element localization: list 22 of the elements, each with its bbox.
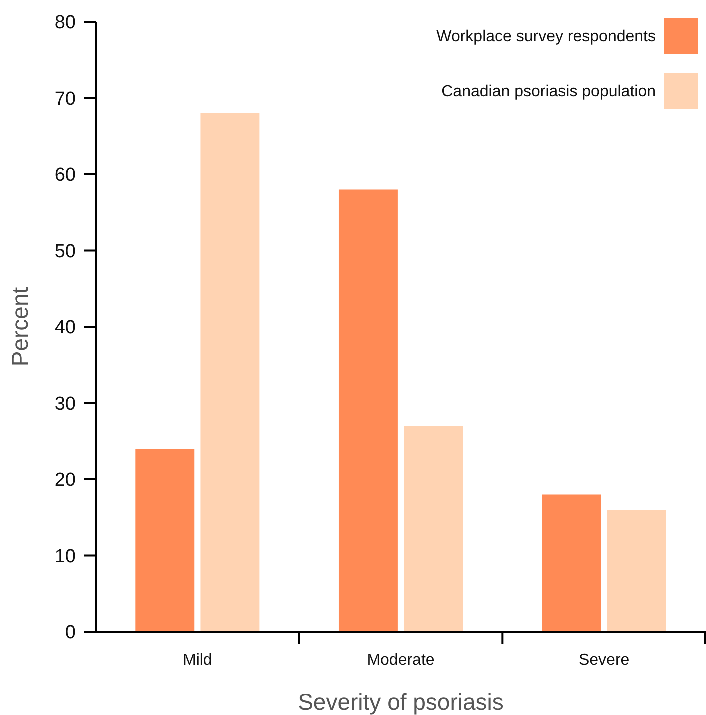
y-tick-label: 0 bbox=[65, 622, 76, 644]
legend-label: Canadian psoriasis population bbox=[442, 84, 656, 101]
x-tick-label: Moderate bbox=[367, 652, 435, 669]
y-tick-label: 60 bbox=[54, 165, 76, 186]
x-tick-label: Severe bbox=[578, 652, 630, 669]
bar bbox=[607, 510, 666, 632]
y-tick-label: 80 bbox=[54, 12, 76, 34]
y-axis-title: Percent bbox=[7, 286, 33, 367]
bar bbox=[136, 449, 195, 632]
bar bbox=[404, 426, 464, 632]
y-tick-label: 70 bbox=[54, 88, 76, 110]
x-tick-label: Mild bbox=[182, 652, 212, 669]
bar bbox=[200, 114, 260, 632]
y-tick-label: 10 bbox=[54, 546, 76, 568]
x-axis-title: Severity of psoriasis bbox=[298, 689, 504, 715]
y-tick-label: 50 bbox=[54, 241, 76, 262]
y-tick-label: 30 bbox=[54, 394, 76, 415]
bar bbox=[542, 494, 602, 632]
y-tick-label: 40 bbox=[54, 318, 76, 339]
y-tick-label: 20 bbox=[54, 470, 76, 492]
legend-label: Workplace survey respondents bbox=[436, 28, 656, 46]
bar bbox=[338, 190, 398, 632]
